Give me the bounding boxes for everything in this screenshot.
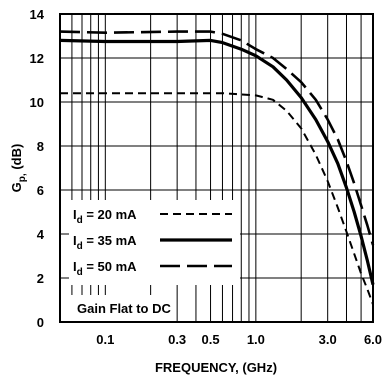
legend-label-rest: = 20 mA — [83, 207, 137, 222]
legend-label-sub: d — [77, 215, 83, 226]
y-tick-label: 14 — [30, 7, 45, 22]
legend-background — [69, 200, 240, 285]
y-tick-label: 8 — [37, 139, 44, 154]
x-axis-title: FREQUENCY, (GHz) — [155, 360, 277, 375]
legend-label-sub: d — [77, 267, 83, 278]
series-line-2 — [59, 38, 375, 285]
legend-label-rest: = 35 mA — [83, 233, 137, 248]
y-tick-label: 4 — [37, 227, 45, 242]
y-axis-title-sub: p, — [17, 173, 28, 182]
y-tick-label: 10 — [30, 95, 44, 110]
y-tick-label: 0 — [37, 315, 44, 330]
y-tick-label: 6 — [37, 183, 44, 198]
y-tick-label: 2 — [37, 271, 44, 286]
legend-label-sub: d — [77, 241, 83, 252]
legend-label-1: Id = 20 mA — [73, 207, 137, 226]
y-axis-title-unit: (dB) — [9, 144, 24, 174]
x-tick-label: 0.3 — [168, 332, 186, 347]
legend-label-main: I — [73, 207, 77, 222]
annotation-background — [69, 295, 161, 323]
tick-labels: 0 2 4 6 8 10 12 14 0.1 0.3 0.5 1.0 3.0 6.0 — [30, 7, 383, 347]
series-line-3 — [59, 30, 375, 246]
legend-label-main: I — [73, 259, 77, 274]
legend-label-main: I — [73, 233, 77, 248]
y-tick-label: 12 — [30, 51, 44, 66]
x-tick-label: 0.1 — [96, 332, 114, 347]
y-axis-title: Gp, (dB) — [9, 144, 28, 193]
x-tick-label: 3.0 — [319, 332, 337, 347]
legend-label-rest: = 50 mA — [83, 259, 137, 274]
annotation-gain-flat: Gain Flat to DC — [77, 301, 172, 316]
plot-frame — [59, 13, 374, 323]
legend-label-3: Id = 50 mA — [73, 259, 137, 278]
legend-label-2: Id = 35 mA — [73, 233, 137, 252]
grid-lines — [60, 13, 373, 323]
data-curves — [59, 30, 375, 305]
y-axis-title-main: G — [9, 182, 24, 192]
x-tick-label: 0.5 — [202, 332, 220, 347]
x-tick-label: 1.0 — [247, 332, 265, 347]
x-tick-label: 6.0 — [364, 332, 382, 347]
